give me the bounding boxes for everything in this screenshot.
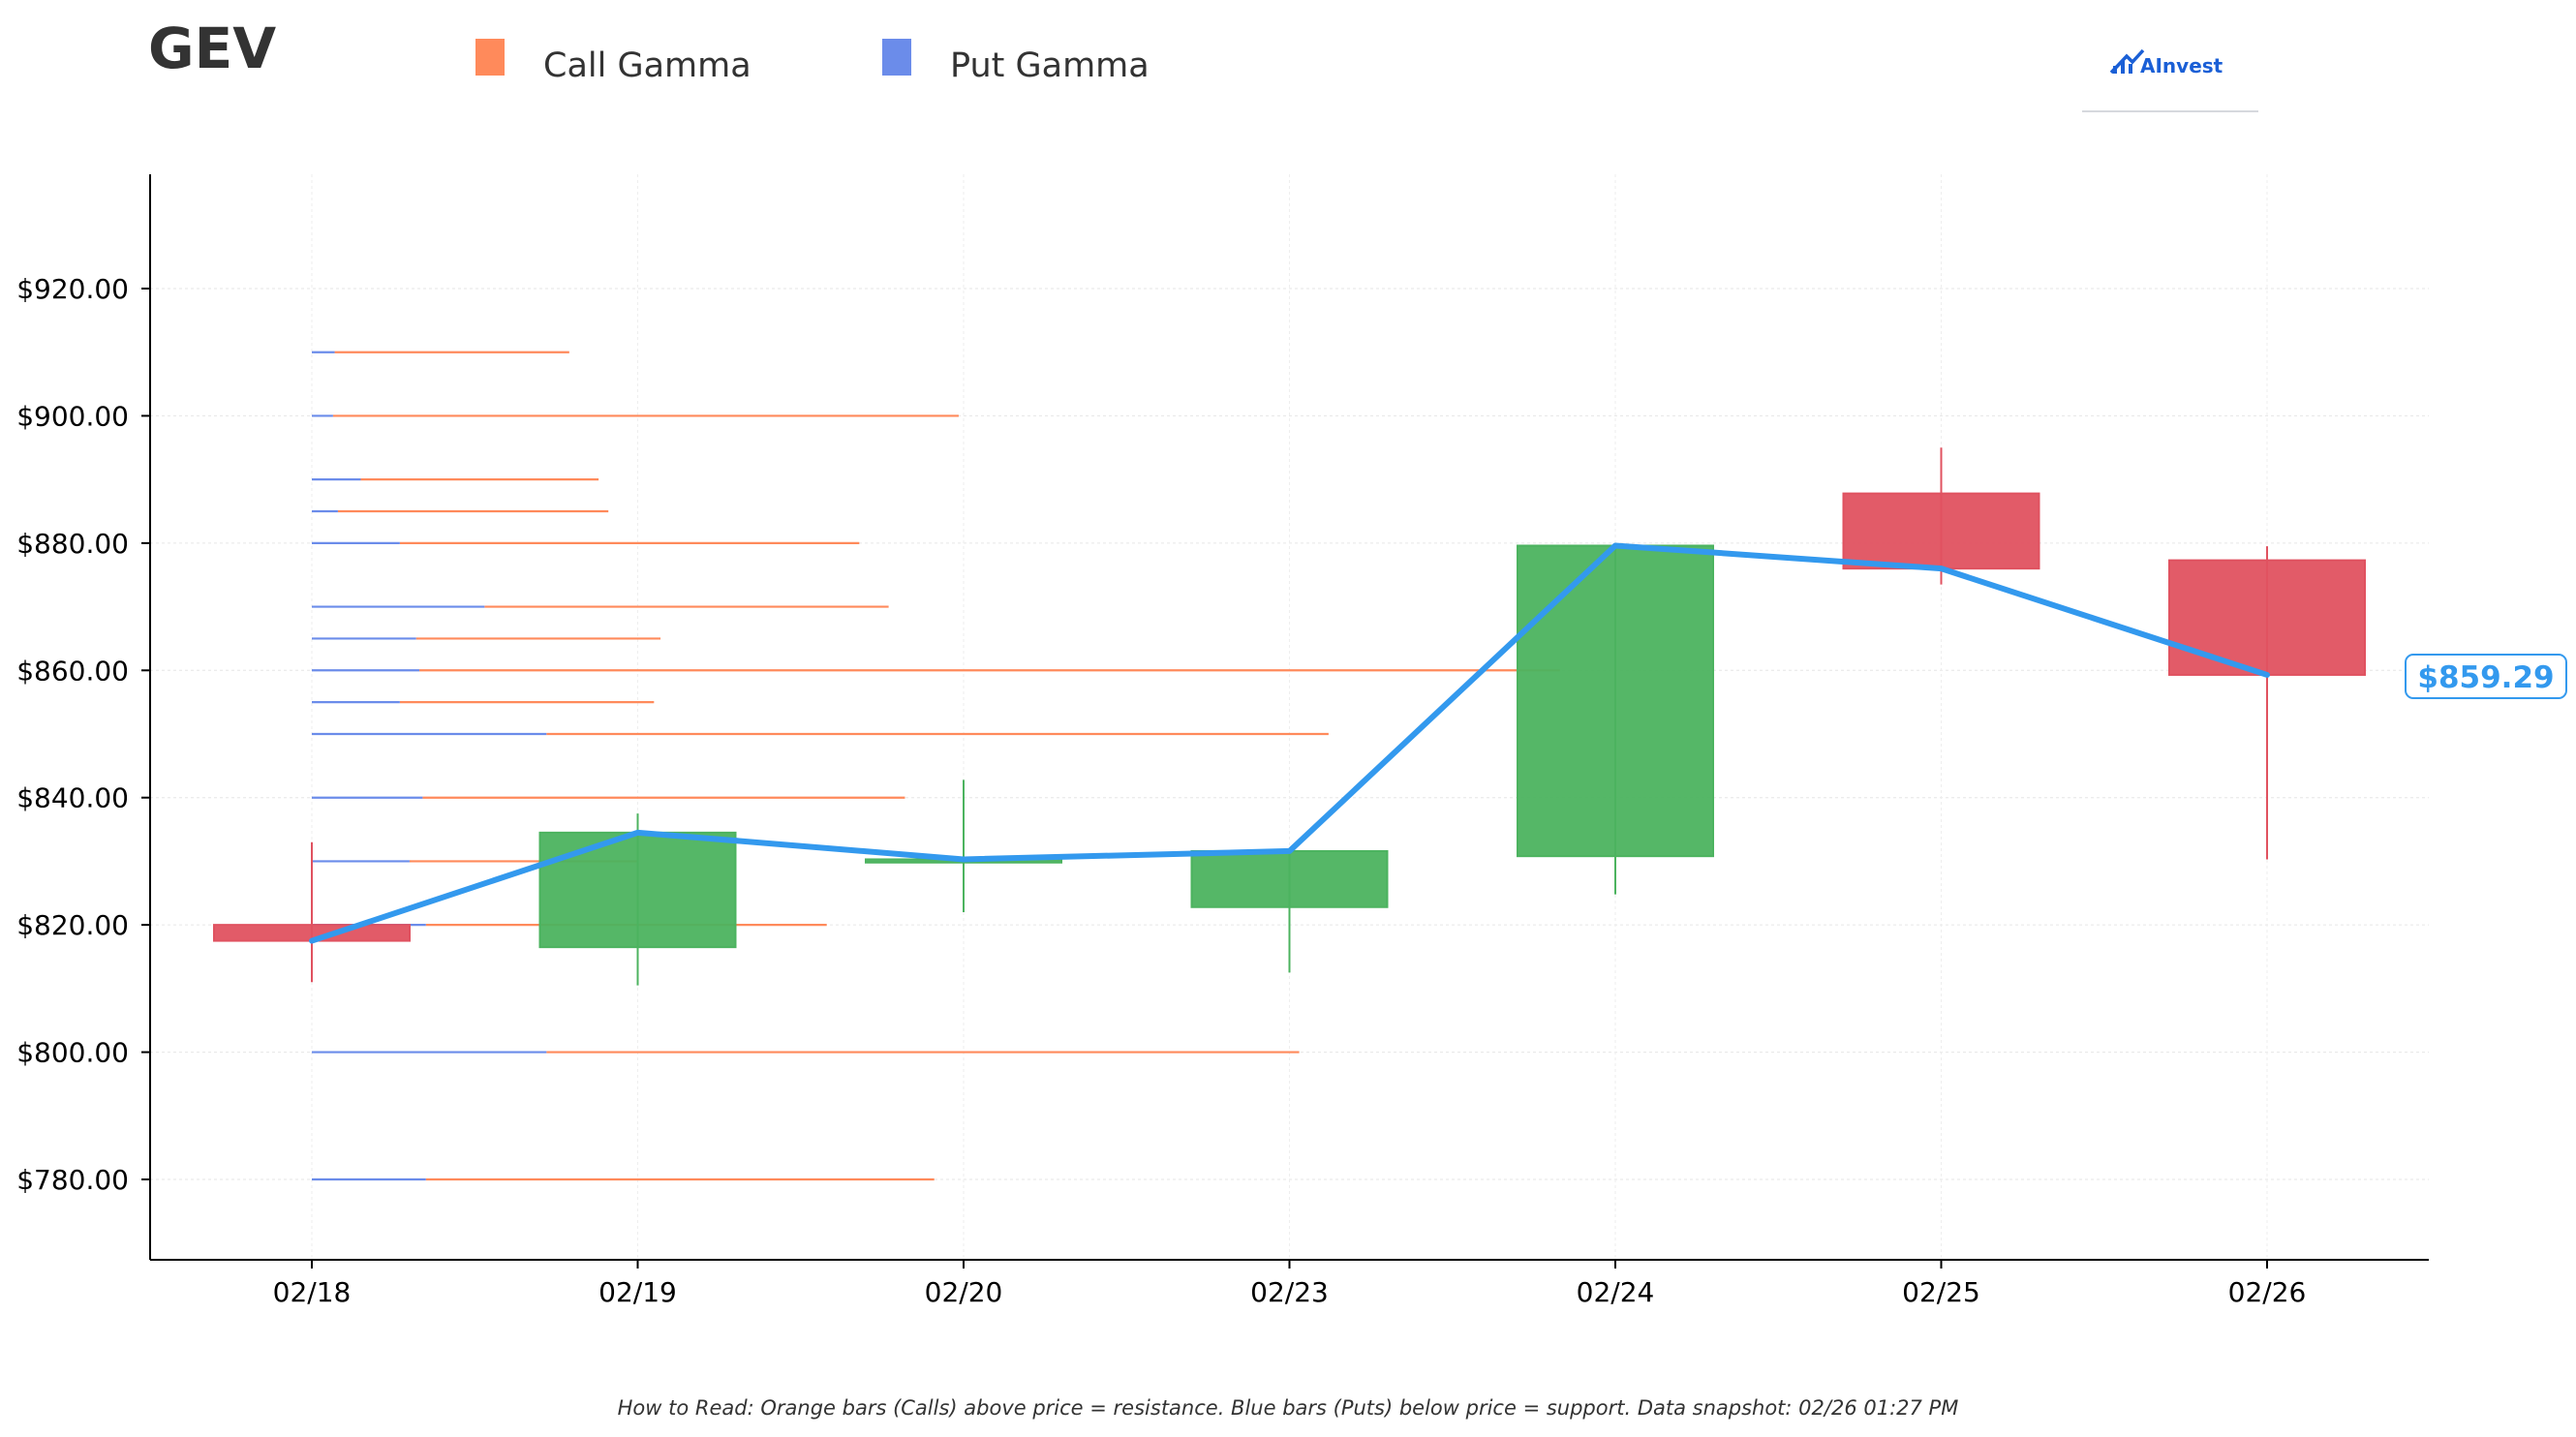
candle-body	[2168, 559, 2366, 676]
ticker-title: GEV	[148, 15, 276, 81]
put-gamma-legend-label: Put Gamma	[950, 46, 1150, 85]
close-price-line	[309, 542, 2270, 944]
put-gamma-swatch	[882, 39, 911, 76]
current-price-tag: $859.29	[2405, 654, 2567, 699]
current-price-label: $859.29	[2417, 660, 2554, 695]
gamma-bars	[312, 351, 1560, 1181]
x-tick-label: 02/18	[273, 1276, 352, 1308]
close-line-layer	[309, 542, 2270, 944]
grid	[150, 174, 2429, 1260]
x-tick-label: 02/19	[598, 1276, 677, 1308]
chart-up-icon	[2109, 48, 2145, 75]
x-tick-label: 02/25	[1902, 1276, 1980, 1308]
candles	[213, 447, 2366, 986]
brand-name: AInvest	[2140, 54, 2223, 77]
y-tick-label: $880.00	[16, 528, 129, 560]
x-tick-label: 02/23	[1250, 1276, 1329, 1308]
candle-body	[1517, 544, 1714, 858]
y-tick-label: $920.00	[16, 273, 129, 305]
y-tick-label: $780.00	[16, 1164, 129, 1196]
y-tick-label: $900.00	[16, 400, 129, 432]
candle-body	[538, 831, 737, 949]
call-gamma-swatch	[475, 39, 505, 76]
x-tick-label: 02/26	[2228, 1276, 2307, 1308]
current-price-box	[2405, 654, 2567, 699]
y-tick-label: $860.00	[16, 655, 129, 687]
y-tick-label: $840.00	[16, 782, 129, 814]
legend: Call Gamma Put Gamma	[475, 39, 1150, 85]
x-tick-label: 02/20	[925, 1276, 1003, 1308]
call-gamma-legend-label: Call Gamma	[543, 46, 751, 85]
candle-body	[1842, 492, 2040, 570]
footer-note: How to Read: Orange bars (Calls) above p…	[618, 1396, 1959, 1420]
y-tick-label: $800.00	[16, 1037, 129, 1069]
y-ticks: $780.00 $800.00 $820.00 $840.00 $860.00 $880.…	[16, 273, 150, 1196]
y-tick-label: $820.00	[16, 909, 129, 941]
x-ticks: 02/18 02/19 02/20 02/23 02/24 02/25 02/26	[273, 1260, 2307, 1308]
brand-logo: AInvest	[2082, 48, 2258, 112]
candle-body	[1190, 849, 1389, 908]
x-tick-label: 02/24	[1577, 1276, 1655, 1308]
